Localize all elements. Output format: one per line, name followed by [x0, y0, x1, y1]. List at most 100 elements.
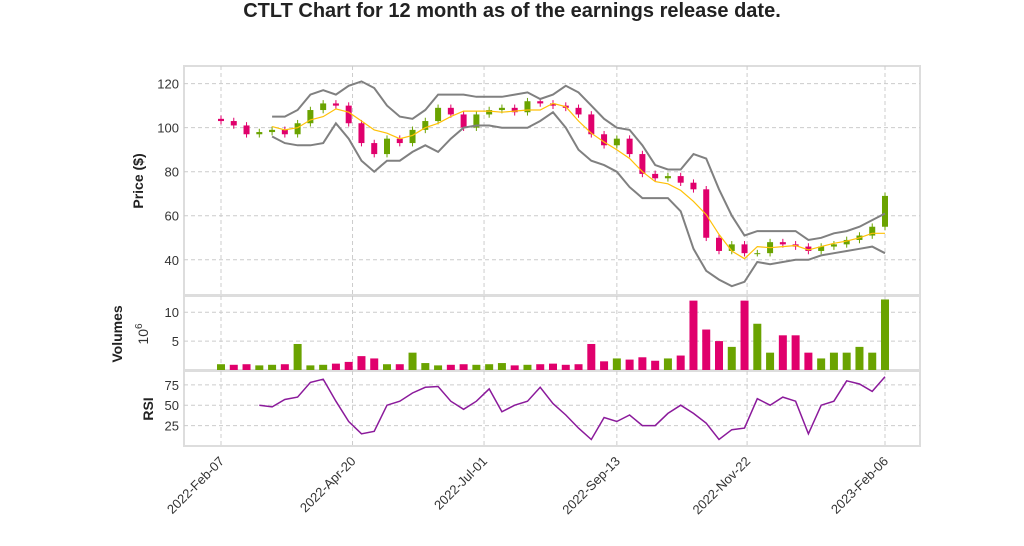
rsi-y-tick-label: 50	[165, 398, 179, 413]
volume-bar	[383, 364, 391, 370]
moving-average-line	[271, 102, 885, 260]
candle-body	[779, 242, 786, 245]
volume-axis-label: Volumes	[109, 305, 125, 363]
volume-bar	[791, 335, 800, 370]
volume-unit-exponent: 6	[134, 323, 145, 329]
price-y-tick-label: 60	[165, 209, 179, 224]
candle-body	[882, 195, 888, 227]
volume-bar	[740, 300, 749, 370]
candle-body	[550, 103, 556, 106]
volume-bar	[255, 365, 264, 370]
volume-bar	[370, 358, 379, 370]
svg-text:106: 106	[134, 323, 151, 345]
volume-unit: 106	[134, 323, 151, 345]
volume-bar	[612, 358, 621, 370]
volume-bar	[293, 343, 302, 370]
candle-body	[843, 239, 850, 245]
candle-body	[652, 173, 659, 179]
candle-body	[575, 107, 582, 115]
volume-bar	[842, 352, 851, 370]
volume-bar	[472, 364, 481, 370]
volume-bar	[446, 364, 455, 370]
volume-bar	[408, 352, 417, 370]
volume-bar	[715, 341, 723, 370]
candle-body	[498, 107, 505, 111]
candle-body	[371, 143, 378, 155]
volume-bar	[727, 346, 736, 370]
candle-body	[511, 107, 518, 113]
candle-body	[435, 107, 442, 122]
candle-body	[307, 110, 314, 124]
candle-body	[830, 244, 837, 247]
candle-body	[281, 129, 288, 135]
price-y-tick-label: 80	[165, 165, 179, 180]
volume-bar	[625, 359, 634, 370]
volume-bar	[663, 358, 672, 370]
volume-bar	[561, 364, 570, 370]
candle-body	[537, 101, 544, 104]
price-y-tick-label: 40	[165, 253, 179, 268]
volume-bar	[331, 363, 340, 370]
candle-body	[422, 121, 429, 130]
volume-bar	[549, 363, 557, 370]
rsi-y-tick-label: 75	[165, 378, 179, 393]
volume-bar	[829, 352, 838, 370]
volume-bar	[217, 364, 225, 370]
candle-body	[320, 103, 327, 111]
volume-unit-base: 10	[135, 329, 151, 345]
volume-bar	[434, 365, 443, 370]
rsi-line	[259, 376, 886, 441]
volume-bar	[766, 352, 775, 370]
volume-bar	[306, 365, 315, 370]
volume-bar	[868, 352, 877, 370]
x-tick-label: 2022-Nov-22	[689, 454, 753, 518]
volume-bar	[268, 364, 277, 370]
volume-bar	[778, 335, 787, 370]
volume-bar	[753, 323, 762, 370]
volume-bar	[638, 357, 647, 370]
x-tick-label: 2022-Feb-07	[164, 454, 227, 517]
x-tick-label: 2023-Feb-06	[828, 454, 891, 517]
volume-bar	[497, 363, 506, 370]
candle-body	[332, 103, 339, 106]
candle-body	[626, 138, 633, 155]
volume-bar	[395, 364, 404, 370]
candle-body	[294, 123, 301, 135]
volume-bar	[574, 364, 583, 370]
volume-bar	[280, 364, 289, 370]
candle-body	[588, 114, 595, 135]
x-tick-label: 2022-Jul-01	[431, 454, 490, 513]
price-y-tick-label: 120	[157, 77, 179, 92]
candle-body	[358, 123, 365, 144]
candle-body	[664, 176, 671, 179]
volume-bar	[459, 364, 468, 370]
x-tick-label: 2022-Apr-20	[297, 454, 359, 516]
chart-title: CTLT Chart for 12 month as of the earnin…	[243, 0, 781, 22]
volume-bar	[242, 364, 251, 370]
volume-bar	[344, 361, 353, 370]
volume-bar	[536, 364, 545, 370]
price-axis-label: Price ($)	[130, 153, 146, 208]
candle-body	[384, 138, 390, 155]
candle-body	[754, 253, 761, 255]
candle-body	[473, 114, 480, 128]
volume-bar	[229, 364, 238, 370]
rsi-axis-label: RSI	[140, 397, 156, 420]
price-y-tick-label: 100	[157, 121, 179, 136]
volume-bar	[817, 358, 826, 370]
candle-body	[818, 246, 825, 251]
candle-body	[218, 118, 224, 122]
candle-body	[345, 105, 352, 124]
candle-body	[690, 182, 697, 190]
candle-body	[601, 134, 608, 146]
candle-body	[703, 189, 710, 238]
candle-body	[460, 114, 467, 128]
candle-body	[243, 125, 250, 135]
vol-y-tick-label: 10	[165, 305, 179, 320]
volume-bar	[510, 365, 519, 370]
candle-body	[409, 129, 416, 144]
volume-bar	[600, 361, 609, 370]
candle-body	[677, 176, 684, 183]
volume-bar	[319, 364, 328, 370]
candle-body	[256, 132, 263, 135]
